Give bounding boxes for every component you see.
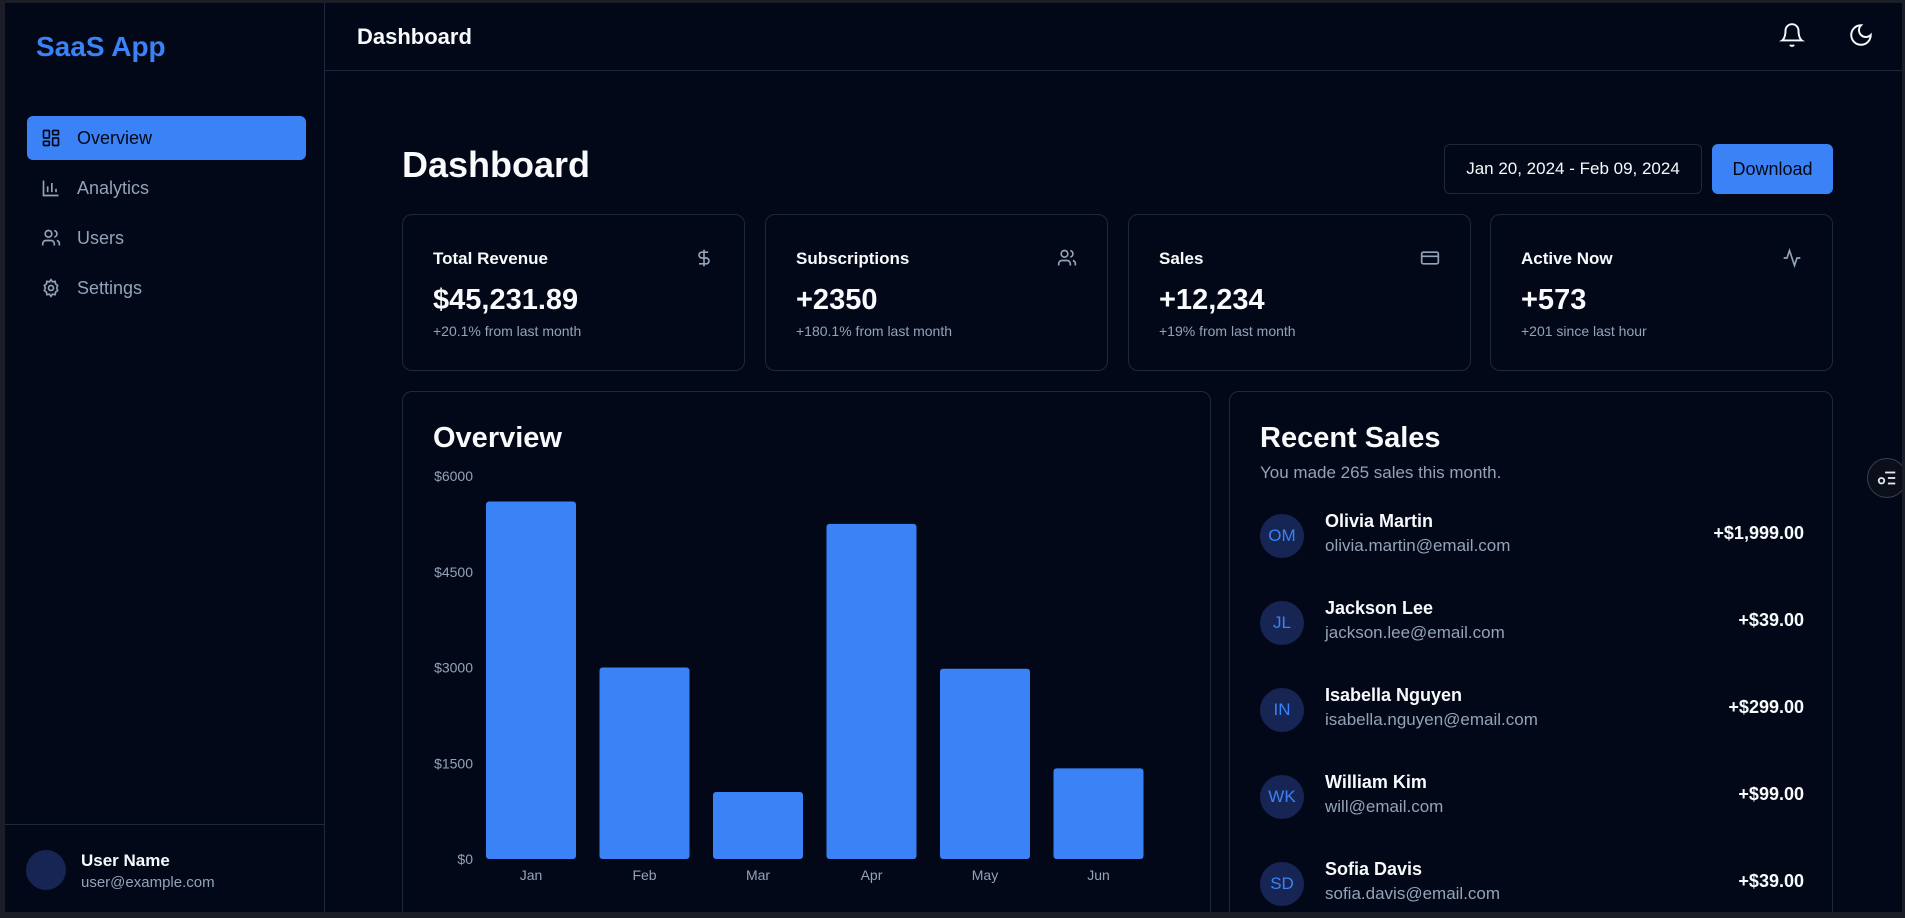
sale-name: William Kim bbox=[1325, 772, 1427, 792]
x-tick-label: Jan bbox=[520, 867, 543, 883]
user-name: User Name bbox=[81, 851, 170, 870]
sidebar-item-label: Overview bbox=[77, 127, 153, 148]
chart-bar-apr[interactable] bbox=[826, 523, 917, 859]
y-tick-label: $6000 bbox=[434, 468, 473, 484]
list-item[interactable]: WK William Kim will@email.com +$99.00 bbox=[1260, 769, 1804, 825]
stat-card-active-now: Active Now +573 +201 since last hour bbox=[1490, 214, 1833, 371]
sidebar-item-overview[interactable]: Overview bbox=[27, 116, 306, 160]
sale-amount: +$1,999.00 bbox=[1713, 523, 1804, 543]
main-content: Dashboard Jan 20, 2024 - Feb 09, 2024 Do… bbox=[325, 71, 1902, 912]
bell-icon[interactable] bbox=[1779, 22, 1805, 48]
list-item[interactable]: OM Olivia Martin olivia.martin@email.com… bbox=[1260, 508, 1804, 564]
stat-change: +20.1% from last month bbox=[433, 323, 582, 339]
stat-value: $45,231.89 bbox=[433, 284, 579, 316]
sidebar-item-label: Settings bbox=[77, 277, 143, 298]
list-item[interactable]: SD Sofia Davis sofia.davis@email.com +$3… bbox=[1260, 856, 1804, 912]
chart-bar-jan[interactable] bbox=[486, 501, 576, 859]
credit-card-icon bbox=[1420, 248, 1440, 268]
x-tick-label: Jun bbox=[1087, 867, 1110, 883]
avatar: WK bbox=[1260, 775, 1304, 819]
avatar: OM bbox=[1260, 514, 1304, 558]
sale-email: sofia.davis@email.com bbox=[1325, 884, 1501, 903]
recent-sales-card: Recent Sales You made 265 sales this mon… bbox=[1229, 391, 1833, 912]
y-tick-label: $1500 bbox=[434, 755, 473, 771]
stat-title: Active Now bbox=[1521, 249, 1613, 268]
sidebar-item-settings[interactable]: Settings bbox=[27, 266, 306, 310]
sale-name: Sofia Davis bbox=[1325, 859, 1423, 879]
chart-bar-feb[interactable] bbox=[599, 667, 690, 860]
chart-bar-mar[interactable] bbox=[713, 791, 803, 859]
stat-value: +2350 bbox=[796, 284, 878, 316]
sidebar: SaaS App Overview Analytics Users bbox=[5, 3, 325, 912]
stat-card-subscriptions: Subscriptions +2350 +180.1% from last mo… bbox=[765, 214, 1108, 371]
sidebar-item-label: Analytics bbox=[77, 177, 150, 198]
settings-toggle-icon[interactable] bbox=[1867, 458, 1902, 498]
sidebar-item-users[interactable]: Users bbox=[27, 216, 306, 260]
brand-logo[interactable]: SaaS App bbox=[36, 31, 166, 62]
download-button[interactable]: Download bbox=[1712, 144, 1833, 194]
overview-card: Overview $0 $1500 $3000 $4500 $6000 Jan Feb Mar… bbox=[402, 391, 1211, 912]
dollar-icon bbox=[694, 248, 714, 268]
stat-change: +19% from last month bbox=[1159, 323, 1296, 339]
chart-bar-jun[interactable] bbox=[1053, 768, 1144, 859]
user-profile[interactable]: User Name user@example.com bbox=[5, 824, 324, 912]
stat-title: Subscriptions bbox=[796, 249, 910, 268]
avatar: IN bbox=[1260, 688, 1304, 732]
top-bar: Dashboard bbox=[325, 3, 1902, 71]
list-item[interactable]: IN Isabella Nguyen isabella.nguyen@email… bbox=[1260, 682, 1804, 738]
moon-icon[interactable] bbox=[1848, 22, 1874, 48]
sale-amount: +$39.00 bbox=[1738, 610, 1804, 630]
sale-email: jackson.lee@email.com bbox=[1325, 623, 1505, 642]
sale-name: Isabella Nguyen bbox=[1325, 685, 1463, 705]
sidebar-nav: Overview Analytics Users Settings bbox=[27, 116, 306, 316]
stat-title: Sales bbox=[1159, 249, 1204, 268]
y-tick-label: $0 bbox=[457, 851, 473, 867]
date-range-picker[interactable]: Jan 20, 2024 - Feb 09, 2024 bbox=[1444, 144, 1702, 194]
recent-sales-title: Recent Sales bbox=[1260, 422, 1441, 454]
sale-email: isabella.nguyen@email.com bbox=[1325, 710, 1538, 729]
activity-icon bbox=[1782, 247, 1802, 269]
overview-title: Overview bbox=[433, 422, 562, 454]
topbar-title: Dashboard bbox=[357, 24, 472, 49]
y-tick-label: $3000 bbox=[434, 660, 473, 676]
sale-amount: +$39.00 bbox=[1738, 871, 1804, 891]
stat-card-total-revenue: Total Revenue $45,231.89 +20.1% from las… bbox=[402, 214, 745, 371]
sidebar-item-analytics[interactable]: Analytics bbox=[27, 166, 306, 210]
sale-amount: +$299.00 bbox=[1728, 697, 1804, 717]
overview-bar-chart: $0 $1500 $3000 $4500 $6000 Jan Feb Mar Apr May Jun bbox=[434, 468, 1144, 883]
stat-change: +180.1% from last month bbox=[796, 323, 953, 339]
layout-grid-icon bbox=[41, 128, 61, 148]
x-tick-label: Apr bbox=[861, 867, 883, 883]
user-email: user@example.com bbox=[81, 874, 215, 891]
users-icon bbox=[1057, 248, 1077, 268]
y-tick-label: $4500 bbox=[434, 564, 473, 580]
sale-amount: +$99.00 bbox=[1738, 784, 1804, 804]
stat-title: Total Revenue bbox=[433, 249, 548, 268]
x-tick-label: Mar bbox=[746, 867, 770, 883]
chart-bar-may[interactable] bbox=[940, 668, 1030, 859]
gear-icon bbox=[41, 278, 61, 298]
page-title: Dashboard bbox=[402, 144, 591, 185]
x-tick-label: May bbox=[972, 867, 998, 883]
sale-name: Jackson Lee bbox=[1325, 598, 1434, 618]
list-item[interactable]: JL Jackson Lee jackson.lee@email.com +$3… bbox=[1260, 595, 1804, 651]
stat-value: +573 bbox=[1521, 284, 1587, 316]
sidebar-item-label: Users bbox=[77, 227, 125, 248]
stat-change: +201 since last hour bbox=[1521, 323, 1647, 339]
bar-chart-icon bbox=[41, 178, 61, 198]
sale-email: olivia.martin@email.com bbox=[1325, 536, 1511, 555]
sale-name: Olivia Martin bbox=[1325, 511, 1434, 531]
avatar bbox=[26, 850, 66, 890]
avatar: JL bbox=[1260, 601, 1304, 645]
x-tick-label: Feb bbox=[632, 867, 656, 883]
users-icon bbox=[41, 228, 61, 248]
stat-value: +12,234 bbox=[1159, 284, 1265, 316]
sale-email: will@email.com bbox=[1325, 797, 1444, 816]
app-window: SaaS App Overview Analytics Users bbox=[5, 3, 1902, 912]
recent-sales-subtitle: You made 265 sales this month. bbox=[1260, 463, 1502, 482]
avatar: SD bbox=[1260, 862, 1304, 906]
stat-card-sales: Sales +12,234 +19% from last month bbox=[1128, 214, 1471, 371]
